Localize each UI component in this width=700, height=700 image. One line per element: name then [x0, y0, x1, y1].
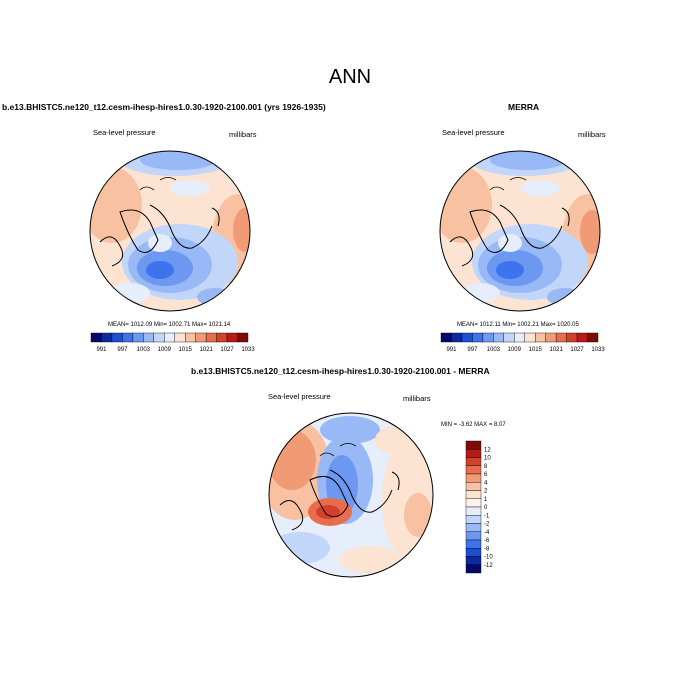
panel3-colorbar-swatch — [465, 473, 482, 483]
panel2-colorbar-tick-label: 991 — [446, 347, 457, 353]
panel3-colorbar-swatch — [465, 498, 482, 508]
panel3-colorbar-swatch — [465, 457, 482, 466]
panel3-colorbar-tick-label: -12 — [484, 563, 493, 569]
panel1-colorbar-tick-label: 1009 — [158, 347, 172, 353]
panel3-colorbar-swatch — [465, 531, 482, 541]
panel2-colorbar-swatch — [493, 332, 505, 343]
panel1-colorbar-tick-label: 1033 — [241, 347, 255, 353]
panel2-colorbar-tick-label: 1021 — [549, 347, 563, 353]
figure-title: ANN — [328, 66, 372, 88]
panel1-colorbar-swatch — [237, 332, 249, 343]
panel2-colorbar-swatch — [587, 332, 599, 343]
panel2-colorbar-swatch — [472, 332, 484, 343]
panel3-units-label: millibars — [403, 394, 431, 403]
panel3-colorbar-swatch — [465, 556, 482, 565]
panel1-colorbar-swatch — [90, 332, 102, 343]
panel3-colorbar-swatch — [465, 449, 482, 458]
panel2-colorbar-swatch — [566, 332, 578, 343]
panel2-colorbar-tick-label: 1009 — [508, 347, 522, 353]
panel3-colorbar-tick-label: 10 — [484, 456, 491, 462]
panel3-colorbar-tick-label: 0 — [484, 505, 488, 511]
panel1-colorbar-swatch — [153, 332, 165, 343]
panel2-colorbar-swatch — [514, 332, 525, 343]
panel2-colorbar-tick-label: 1033 — [591, 347, 605, 353]
panel2-colorbar-swatch — [503, 332, 515, 343]
panel1-colorbar: 991 997 1003 1009 1015 1021 1027 1033 — [90, 332, 255, 353]
panel3-colorbar-tick-label: 6 — [484, 472, 488, 478]
panel3-colorbar-tick-label: -8 — [484, 546, 490, 552]
panel1-colorbar-swatch — [111, 332, 123, 343]
panel2-colorbar-tick-label: 997 — [467, 347, 478, 353]
panel1-colorbar-swatch — [122, 332, 134, 343]
panel3-colorbar-swatch — [465, 465, 482, 475]
panel1-colorbar-swatch — [226, 332, 238, 343]
panel1-colorbar-swatch — [195, 332, 207, 343]
panel3-colorbar-swatch — [465, 564, 482, 574]
panel3-variable-label: Sea-level pressure — [268, 392, 331, 401]
panel3-colorbar-tick-label: 2 — [484, 489, 488, 495]
panel2-colorbar-swatch — [451, 332, 463, 343]
panel1-colorbar-swatch — [174, 332, 186, 343]
panel2-colorbar-tick-label: 1003 — [487, 347, 501, 353]
panel1-variable-label: Sea-level pressure — [93, 128, 156, 137]
panel2-units-label: millibars — [578, 130, 606, 139]
panel2-map — [439, 150, 601, 312]
panel2-colorbar-swatch — [555, 332, 567, 343]
panel3-colorbar-tick-label: -10 — [484, 555, 493, 561]
panel1-map — [89, 150, 251, 312]
panel3-colorbar-tick-label: 12 — [484, 447, 491, 453]
panel1-title: b.e13.BHISTC5.ne120_t12.cesm-ihesp-hires… — [2, 102, 326, 112]
panel3-colorbar-tick-label: -2 — [484, 522, 490, 528]
panel1-units-label: millibars — [229, 130, 257, 139]
panel2-colorbar-swatch — [482, 332, 494, 343]
panel3-colorbar-tick-label: 1 — [484, 497, 488, 503]
panel3-colorbar-swatch — [465, 490, 482, 499]
panel1-colorbar-swatch — [184, 332, 196, 343]
panel2-colorbar-swatch — [524, 332, 536, 343]
panel1-colorbar-swatch — [101, 332, 113, 343]
panel3-colorbar-swatch — [465, 523, 482, 532]
panel2-colorbar-tick-label: 1015 — [529, 347, 543, 353]
panel2-colorbar: 991 997 1003 1009 1015 1021 1027 1033 — [440, 332, 605, 353]
panel2-colorbar-swatch — [545, 332, 557, 343]
panel3-colorbar-tick-label: -4 — [484, 530, 490, 536]
panel3-map — [268, 412, 434, 578]
panel2-colorbar-swatch — [440, 332, 452, 343]
panel3-colorbar-swatch — [465, 482, 482, 491]
panel2-title: MERRA — [508, 102, 540, 112]
panel3-colorbar-swatch — [465, 548, 482, 557]
panel1-colorbar-swatch — [143, 332, 154, 343]
panel1-colorbar-tick-label: 1021 — [199, 347, 213, 353]
panel2-colorbar-swatch — [461, 332, 473, 343]
panel2-variable-label: Sea-level pressure — [442, 128, 505, 137]
panel3-colorbar-tick-label: -1 — [484, 513, 490, 519]
panel3-colorbar-swatch — [465, 539, 482, 549]
panel2-colorbar-swatch — [576, 332, 588, 343]
panel2-colorbar-tick-label: 1027 — [570, 347, 584, 353]
panel1-colorbar-tick-label: 1003 — [137, 347, 151, 353]
panel1-colorbar-tick-label: 1015 — [179, 347, 193, 353]
panel1-colorbar-swatch — [132, 332, 144, 343]
panel1-colorbar-tick-label: 997 — [117, 347, 128, 353]
panel1-colorbar-tick-label: 991 — [96, 347, 107, 353]
panel1-colorbar-swatch — [205, 332, 217, 343]
panel3-colorbar-tick-label: 4 — [484, 480, 488, 486]
panel1-colorbar-tick-label: 1027 — [220, 347, 234, 353]
panel3-colorbar-tick-label: -6 — [484, 538, 490, 544]
panel3-colorbar-swatch — [465, 506, 482, 516]
panel3-stats: MIN = -3.62 MAX = 8.07 — [441, 422, 506, 428]
panel2-colorbar-swatch — [535, 332, 546, 343]
panel1-colorbar-swatch — [216, 332, 228, 343]
panel1-colorbar-swatch — [164, 332, 175, 343]
panel2-stats: MEAN= 1012.11 Min= 1002.21 Max= 1020.05 — [457, 322, 579, 328]
panel3-colorbar-swatch — [465, 515, 482, 524]
panel3-title: b.e13.BHISTC5.ne120_t12.cesm-ihesp-hires… — [191, 366, 490, 376]
panel1-stats: MEAN= 1012.09 Min= 1002.71 Max= 1021.14 — [108, 322, 231, 328]
panel3-colorbar-tick-label: 8 — [484, 464, 488, 470]
panel3-colorbar-swatch — [465, 440, 482, 450]
